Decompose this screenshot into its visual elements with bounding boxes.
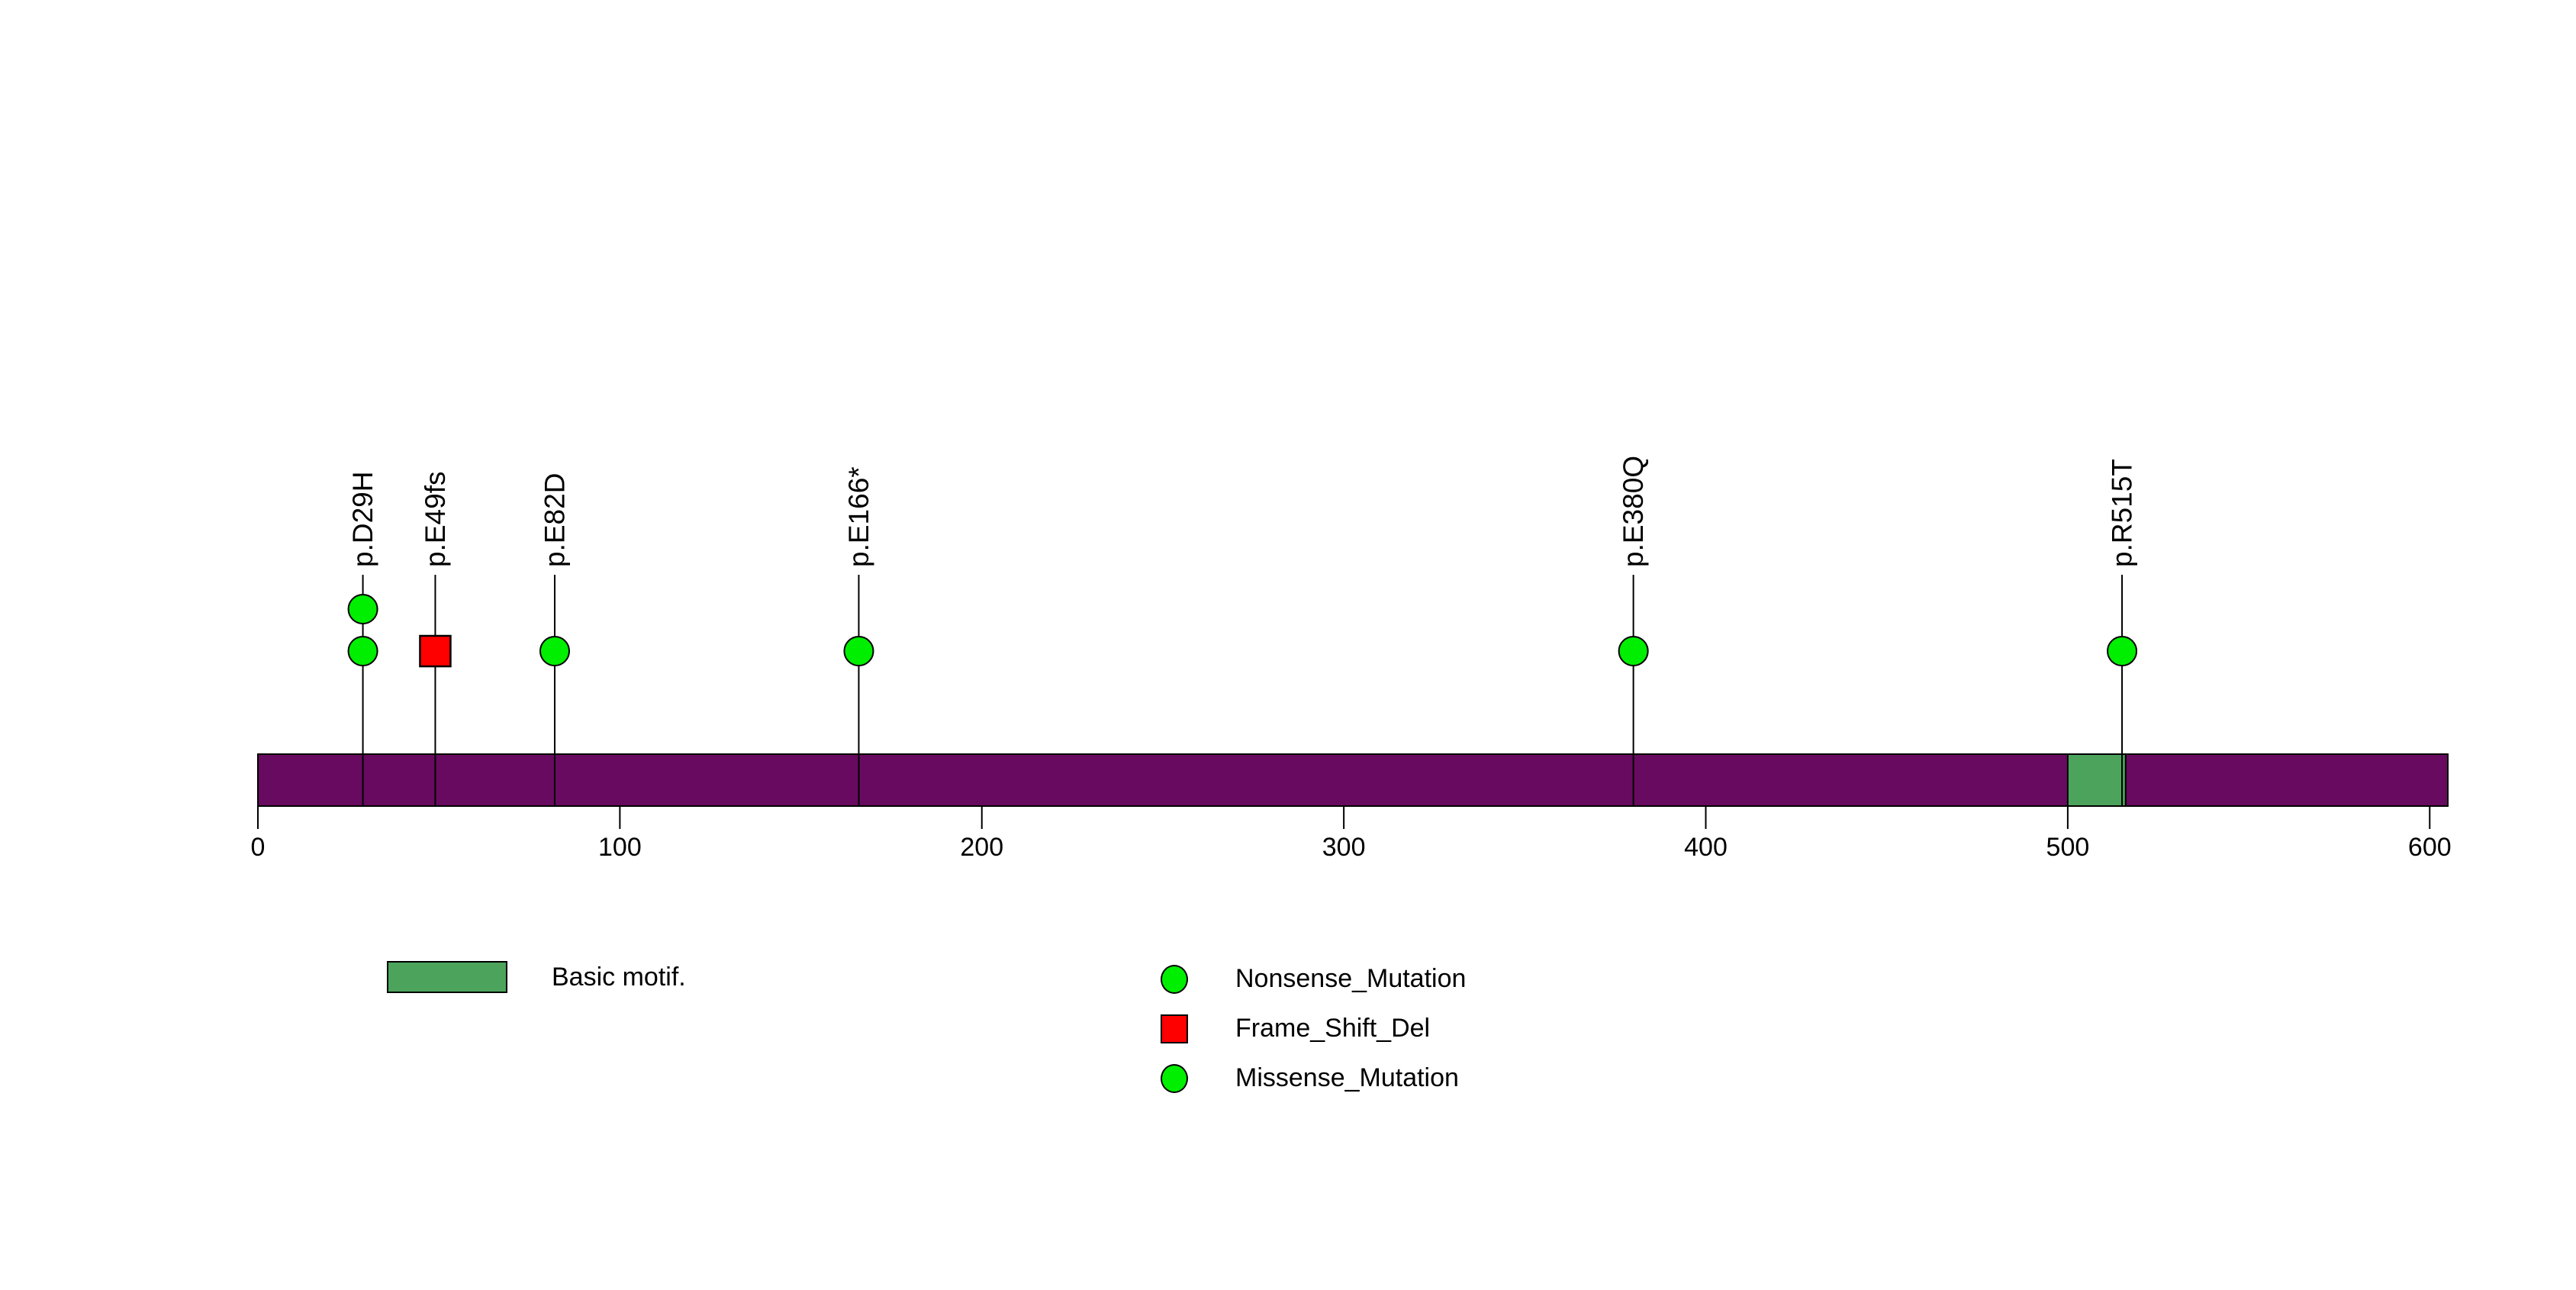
legend-domains: Basic motif. xyxy=(387,961,686,993)
domain-legend-label: Basic motif. xyxy=(552,962,686,992)
legend-domain-item: Basic motif. xyxy=(387,961,686,993)
axis-tick-label: 300 xyxy=(1322,833,1366,862)
mutation-type-label: Frame_Shift_Del xyxy=(1235,1014,1431,1043)
mutation-marker xyxy=(347,636,378,666)
circle-marker-icon xyxy=(1161,1063,1188,1093)
legend-mutation-types: Nonsense_Mutation Frame_Shift_Del Missense… xyxy=(1161,954,1466,1103)
axis-tick-label: 500 xyxy=(2046,833,2090,862)
mutation-marker xyxy=(843,636,874,666)
domain-basic-motif xyxy=(2066,753,2127,807)
square-marker-icon xyxy=(1161,1014,1188,1043)
mutation-marker xyxy=(347,594,378,624)
axis-tick-label: 100 xyxy=(598,833,642,862)
domain-swatch xyxy=(387,961,507,993)
mutation-type-label: Nonsense_Mutation xyxy=(1235,964,1467,993)
axis-tick-label: 0 xyxy=(251,833,266,862)
axis-tick-label: 600 xyxy=(2408,833,2452,862)
mutation-marker xyxy=(1618,636,1649,666)
mutation-marker xyxy=(419,634,452,668)
axis-tick-label: 200 xyxy=(960,833,1003,862)
mutation-label: p.E380Q xyxy=(1618,456,1649,567)
mutation-label: p.E166* xyxy=(843,466,874,567)
mutation-label: p.E49fs xyxy=(420,472,451,567)
mutation-marker xyxy=(539,636,570,666)
mutation-type-label: Missense_Mutation xyxy=(1235,1063,1459,1092)
circle-marker-icon xyxy=(1161,964,1188,994)
legend-mutation-item: Missense_Mutation xyxy=(1161,1053,1466,1103)
axis-tick-label: 400 xyxy=(1684,833,1728,862)
legend-mutation-item: Nonsense_Mutation xyxy=(1161,954,1466,1004)
mutation-marker xyxy=(2107,636,2138,666)
mutation-label: p.D29H xyxy=(347,472,378,567)
legend-mutation-item: Frame_Shift_Del xyxy=(1161,1004,1466,1053)
mutation-label: p.E82D xyxy=(539,473,570,567)
mutation-label: p.R515T xyxy=(2107,459,2138,567)
